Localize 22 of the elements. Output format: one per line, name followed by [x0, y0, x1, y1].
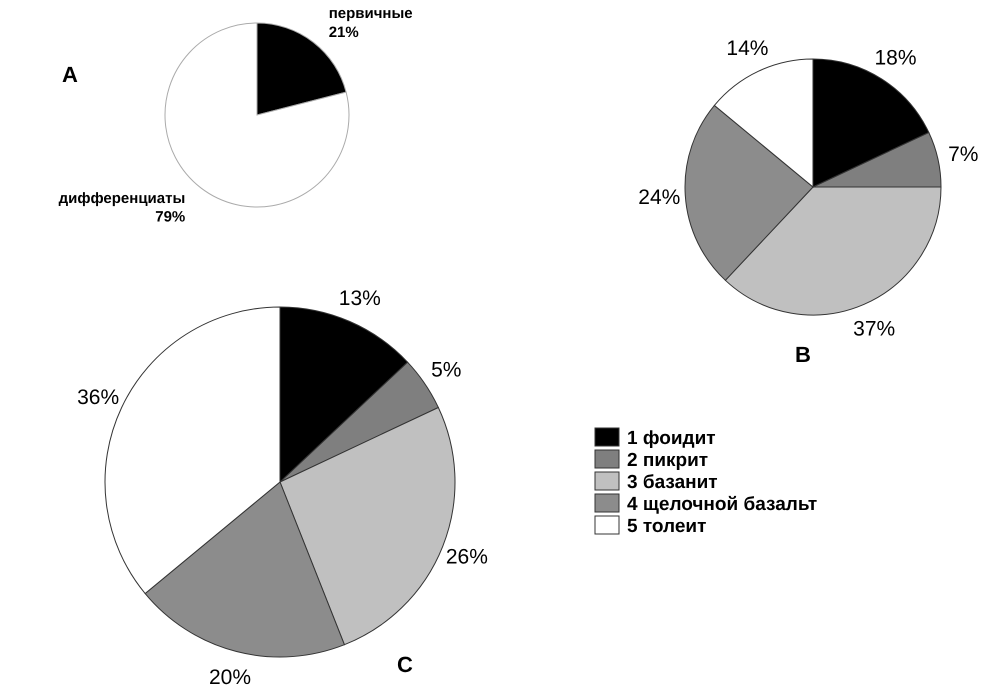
text: B	[795, 342, 811, 367]
text: C	[397, 652, 414, 677]
data-label: 24%	[638, 186, 680, 210]
slice-label: дифференциаты	[58, 190, 186, 207]
data-label: 18%	[874, 46, 917, 70]
legend-label: 2 пикрит	[627, 450, 708, 471]
slice-label: первичные	[328, 5, 413, 22]
legend-label: 3 базанит	[627, 472, 718, 493]
data-label: 20%	[209, 666, 252, 690]
legend-label: 5 толеит	[627, 516, 706, 537]
data-label: 37%	[853, 318, 896, 341]
data-label: 7%	[948, 142, 978, 166]
data-label: 21%	[328, 24, 359, 41]
text: A	[62, 62, 78, 87]
data-label: 26%	[446, 545, 488, 568]
data-label: 36%	[77, 386, 120, 409]
legend-label: 1 фоидит	[627, 428, 716, 449]
data-label: 14%	[726, 37, 768, 60]
legend-label: 4 щелочной базальт	[627, 494, 818, 515]
data-label: 5%	[431, 358, 462, 382]
data-label: 13%	[338, 286, 381, 310]
data-label: 79%	[155, 208, 186, 226]
